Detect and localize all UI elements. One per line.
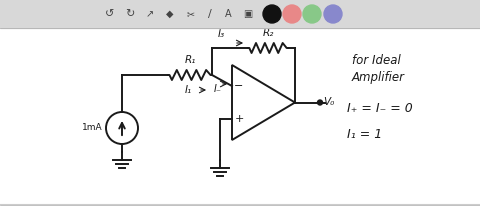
Text: ↺: ↺ (105, 9, 115, 19)
Text: V₀: V₀ (323, 97, 334, 107)
Text: ↻: ↻ (125, 9, 135, 19)
Text: A: A (225, 9, 231, 19)
Text: +: + (234, 114, 244, 124)
Text: I₊ = I₋ = 0: I₊ = I₋ = 0 (347, 101, 413, 114)
Text: I₃: I₃ (218, 29, 225, 39)
Text: R₁: R₁ (184, 55, 196, 65)
Text: I₁ = 1: I₁ = 1 (347, 128, 382, 141)
Circle shape (283, 5, 301, 23)
Text: −: − (234, 81, 244, 91)
Text: Amplifier: Amplifier (352, 71, 405, 85)
Text: ↗: ↗ (146, 9, 154, 19)
Text: ✂: ✂ (187, 9, 195, 19)
Text: R₂: R₂ (262, 28, 274, 38)
Text: ◆: ◆ (166, 9, 174, 19)
Text: I₁: I₁ (184, 85, 192, 95)
Text: for Ideal: for Ideal (352, 54, 401, 67)
Circle shape (303, 5, 321, 23)
Bar (0, 0, 480, 28)
Circle shape (263, 5, 281, 23)
Text: I₋: I₋ (214, 84, 222, 94)
Text: 1mA: 1mA (83, 123, 103, 132)
Bar (0, 28, 480, 214)
Text: ▣: ▣ (243, 9, 252, 19)
Text: /: / (208, 9, 212, 19)
Circle shape (324, 5, 342, 23)
Circle shape (317, 100, 323, 105)
